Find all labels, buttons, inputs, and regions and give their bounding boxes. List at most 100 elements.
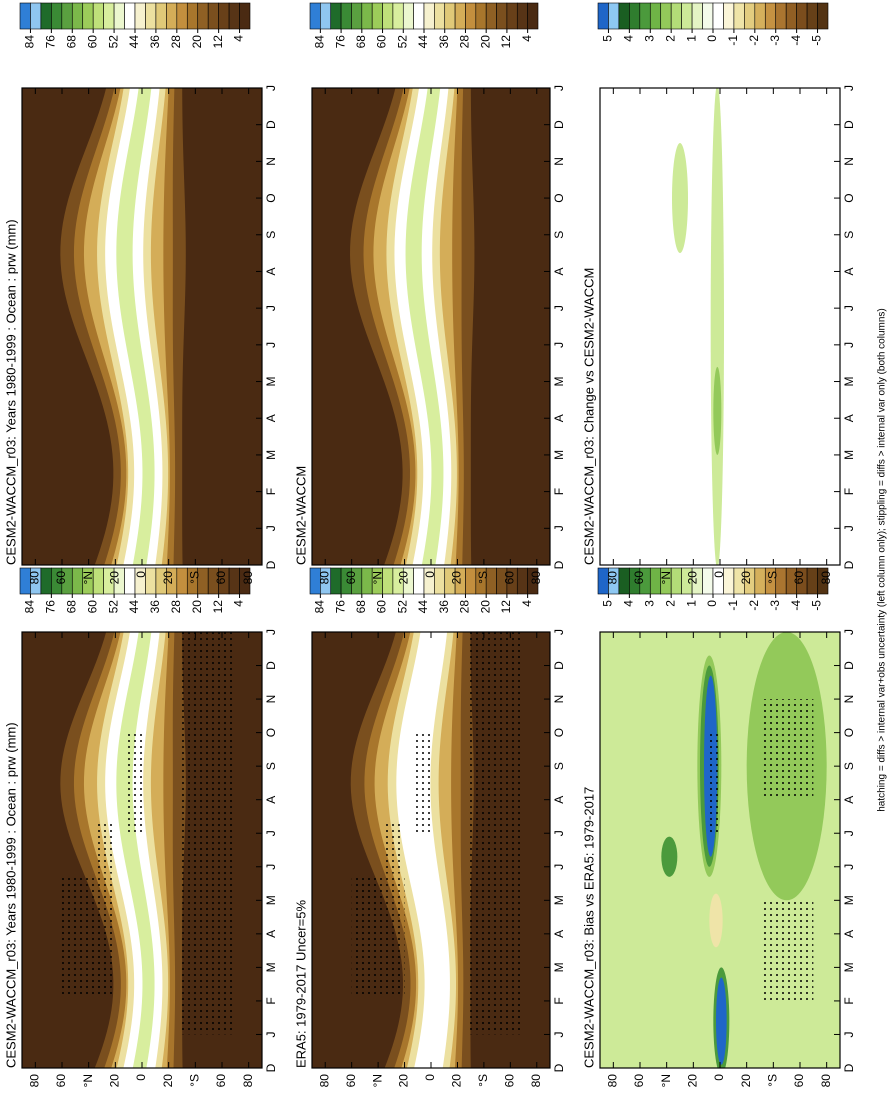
plot-area: [22, 632, 262, 1068]
colorbar-box: [330, 567, 342, 595]
colorbar-box: [629, 2, 641, 30]
x-tick-label: M: [842, 895, 856, 905]
colorbar-box: [754, 2, 766, 30]
colorbar-box: [176, 567, 188, 595]
colorbar-label: 20: [478, 600, 492, 614]
x-tick-label: J: [552, 629, 566, 635]
y-tick-label: °N: [370, 571, 384, 584]
panel-title: CESM2-WACCM: [293, 466, 308, 565]
y-tick-label: 0: [423, 1074, 437, 1081]
y-tick-label: °S: [766, 1074, 780, 1087]
colorbar-box: [475, 2, 487, 30]
x-tick-label: J: [264, 830, 278, 836]
colorbar-box: [744, 2, 756, 30]
colorbar-box: [723, 2, 735, 30]
x-tick-label: F: [264, 488, 278, 495]
colorbar-label: 1: [684, 600, 698, 607]
colorbar-box: [516, 2, 528, 30]
y-tick-label: 80: [28, 1074, 42, 1088]
colorbar-label: 84: [313, 600, 327, 614]
colorbar-label: 28: [169, 600, 183, 614]
colorbar-label: 4: [520, 35, 534, 42]
colorbar-box: [82, 2, 94, 30]
x-tick-label: J: [264, 525, 278, 531]
contour-band: [672, 143, 688, 254]
y-tick-label: 80: [317, 1074, 331, 1088]
colorbar-box: [465, 2, 477, 30]
y-tick-label: 20: [450, 1074, 464, 1088]
y-tick-label: °N: [370, 1074, 384, 1087]
colorbar-box: [702, 2, 714, 30]
x-tick-label: J: [264, 629, 278, 635]
x-tick-label: A: [552, 796, 566, 804]
colorbar-label: 84: [23, 35, 37, 49]
x-tick-label: D: [842, 1063, 856, 1072]
x-tick-label: D: [552, 120, 566, 129]
colorbar-box: [402, 2, 414, 30]
colorbar-box: [670, 2, 682, 30]
colorbar-label: 20: [478, 35, 492, 49]
colorbar-box: [19, 2, 31, 30]
panel-title: ERA5: 1979-2017 Uncer=5%: [293, 900, 308, 1068]
x-tick-label: D: [264, 661, 278, 670]
colorbar-label: 20: [190, 35, 204, 49]
colorbar-label: 68: [354, 600, 368, 614]
colorbar-box: [754, 567, 766, 595]
colorbar-box: [806, 2, 818, 30]
y-tick-label: 0: [423, 571, 437, 578]
colorbar-box: [124, 2, 136, 30]
colorbar-label: -5: [810, 35, 824, 46]
colorbar-label: 5: [601, 35, 615, 42]
x-tick-label: D: [552, 661, 566, 670]
colorbar-label: 5: [601, 600, 615, 607]
y-tick-label: 60: [54, 1074, 68, 1088]
x-tick-label: F: [552, 488, 566, 495]
colorbar-label: 84: [23, 600, 37, 614]
colorbar-box: [434, 2, 446, 30]
y-tick-label: 60: [503, 1074, 517, 1088]
colorbar-label: 60: [85, 35, 99, 49]
stippling: [415, 732, 431, 834]
x-tick-label: M: [842, 450, 856, 460]
colorbar-box: [197, 2, 209, 30]
colorbar-label: 2: [663, 600, 677, 607]
colorbar-box: [660, 2, 672, 30]
contour-band: [396, 632, 450, 1068]
colorbar-box: [239, 2, 251, 30]
stippling: [126, 732, 142, 834]
y-tick-label: 80: [529, 571, 543, 585]
panel-title: CESM2-WACCM_r03: Years 1980-1999 : Ocean…: [3, 722, 18, 1068]
stippling: [351, 876, 405, 995]
colorbar-box: [145, 2, 157, 30]
x-tick-label: J: [264, 85, 278, 91]
x-tick-label: A: [552, 414, 566, 422]
x-tick-label: N: [842, 695, 856, 704]
x-tick-label: A: [264, 930, 278, 938]
colorbar-label: 68: [354, 35, 368, 49]
colorbar-label: 12: [499, 600, 513, 614]
y-tick-label: 0: [712, 571, 726, 578]
y-tick-label: 60: [503, 571, 517, 585]
colorbar-box: [618, 2, 630, 30]
y-tick-label: °N: [81, 571, 95, 584]
y-tick-label: °S: [476, 1074, 490, 1087]
colorbar-label: -5: [810, 600, 824, 611]
colorbar-box: [764, 2, 777, 30]
x-tick-label: F: [842, 488, 856, 495]
colorbar-box: [320, 2, 332, 30]
x-tick-label: A: [842, 414, 856, 422]
colorbar-label: 4: [232, 600, 246, 607]
colorbar-label: 12: [211, 600, 225, 614]
colorbar-box: [506, 2, 518, 30]
x-tick-label: O: [842, 193, 856, 202]
plot-area: [312, 88, 550, 565]
x-tick-label: M: [264, 377, 278, 387]
colorbar-box: [134, 2, 146, 30]
stippling: [179, 632, 233, 1035]
contour-band: [405, 88, 444, 565]
y-tick-label: 20: [739, 571, 753, 585]
x-tick-label: S: [842, 762, 856, 770]
colorbar-box: [351, 2, 363, 30]
x-tick-label: N: [552, 157, 566, 166]
